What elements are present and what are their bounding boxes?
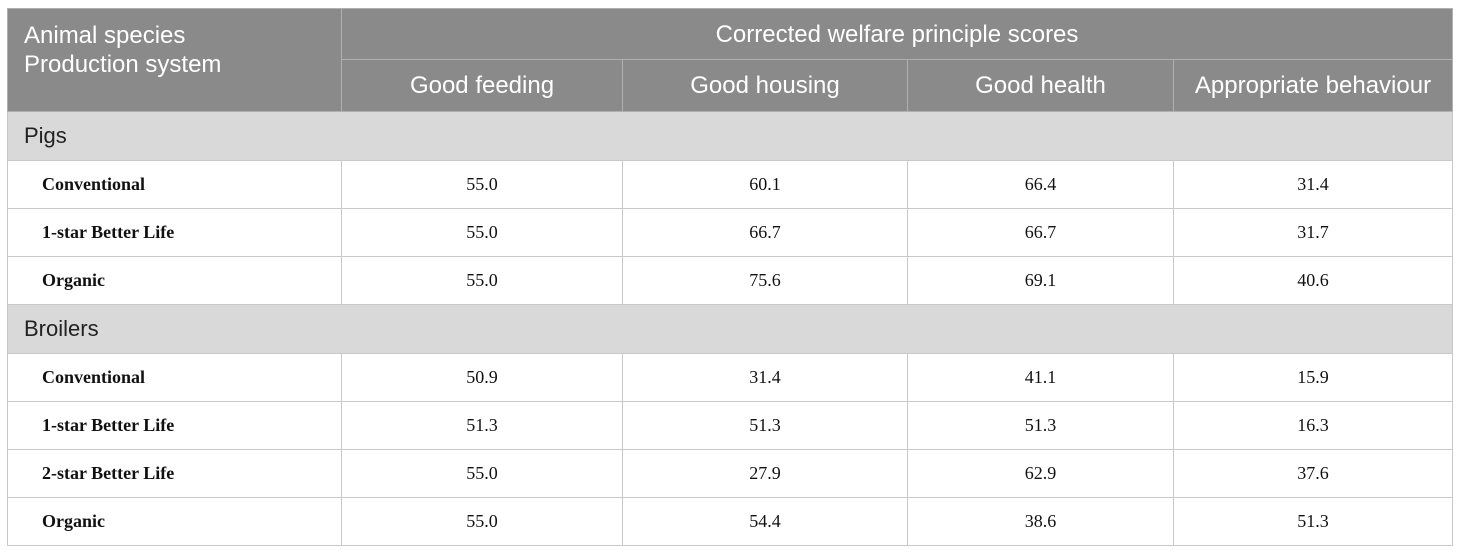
- section-label: Pigs: [7, 111, 1453, 161]
- table-row: 1-star Better Life 51.3 51.3 51.3 16.3: [7, 401, 1453, 450]
- section-row-pigs: Pigs: [7, 111, 1453, 161]
- table-row: 2-star Better Life 55.0 27.9 62.9 37.6: [7, 449, 1453, 498]
- row-label: Conventional: [7, 160, 342, 209]
- column-header-good-feeding: Good feeding: [341, 59, 623, 112]
- cell-good-health: 51.3: [907, 401, 1174, 450]
- cell-good-health: 66.7: [907, 208, 1174, 257]
- row-label: 2-star Better Life: [7, 449, 342, 498]
- cell-good-housing: 31.4: [622, 353, 908, 402]
- cell-good-housing: 27.9: [622, 449, 908, 498]
- corner-header-system: Production system: [24, 51, 222, 78]
- column-header-good-health: Good health: [907, 59, 1174, 112]
- cell-appropriate-behaviour: 37.6: [1173, 449, 1453, 498]
- cell-good-feeding: 50.9: [341, 353, 623, 402]
- table-row: Conventional 50.9 31.4 41.1 15.9: [7, 353, 1453, 402]
- row-label: 1-star Better Life: [7, 208, 342, 257]
- cell-good-health: 62.9: [907, 449, 1174, 498]
- welfare-scores-table: Animal species Production system Correct…: [7, 8, 1453, 546]
- cell-appropriate-behaviour: 40.6: [1173, 256, 1453, 305]
- row-label: Organic: [7, 497, 342, 546]
- cell-appropriate-behaviour: 31.4: [1173, 160, 1453, 209]
- corner-header-species: Animal species: [24, 22, 186, 49]
- cell-good-feeding: 55.0: [341, 208, 623, 257]
- table-row: Organic 55.0 75.6 69.1 40.6: [7, 256, 1453, 305]
- cell-good-housing: 51.3: [622, 401, 908, 450]
- cell-appropriate-behaviour: 15.9: [1173, 353, 1453, 402]
- table-row: Organic 55.0 54.4 38.6 51.3: [7, 497, 1453, 546]
- cell-good-health: 38.6: [907, 497, 1174, 546]
- cell-appropriate-behaviour: 51.3: [1173, 497, 1453, 546]
- cell-appropriate-behaviour: 31.7: [1173, 208, 1453, 257]
- cell-good-feeding: 55.0: [341, 256, 623, 305]
- group-header: Corrected welfare principle scores: [341, 8, 1453, 60]
- row-label: 1-star Better Life: [7, 401, 342, 450]
- cell-good-housing: 66.7: [622, 208, 908, 257]
- column-header-appropriate-behaviour: Appropriate behaviour: [1173, 59, 1453, 112]
- cell-good-health: 41.1: [907, 353, 1174, 402]
- cell-good-feeding: 55.0: [341, 160, 623, 209]
- row-label: Organic: [7, 256, 342, 305]
- table-row: 1-star Better Life 55.0 66.7 66.7 31.7: [7, 208, 1453, 257]
- cell-good-feeding: 55.0: [341, 497, 623, 546]
- column-header-good-housing: Good housing: [622, 59, 908, 112]
- row-label: Conventional: [7, 353, 342, 402]
- cell-good-housing: 60.1: [622, 160, 908, 209]
- table-row: Conventional 55.0 60.1 66.4 31.4: [7, 160, 1453, 209]
- cell-appropriate-behaviour: 16.3: [1173, 401, 1453, 450]
- cell-good-feeding: 51.3: [341, 401, 623, 450]
- cell-good-health: 66.4: [907, 160, 1174, 209]
- section-row-broilers: Broilers: [7, 304, 1453, 354]
- cell-good-health: 69.1: [907, 256, 1174, 305]
- cell-good-feeding: 55.0: [341, 449, 623, 498]
- cell-good-housing: 75.6: [622, 256, 908, 305]
- section-label: Broilers: [7, 304, 1453, 354]
- cell-good-housing: 54.4: [622, 497, 908, 546]
- corner-header: Animal species Production system: [7, 8, 342, 112]
